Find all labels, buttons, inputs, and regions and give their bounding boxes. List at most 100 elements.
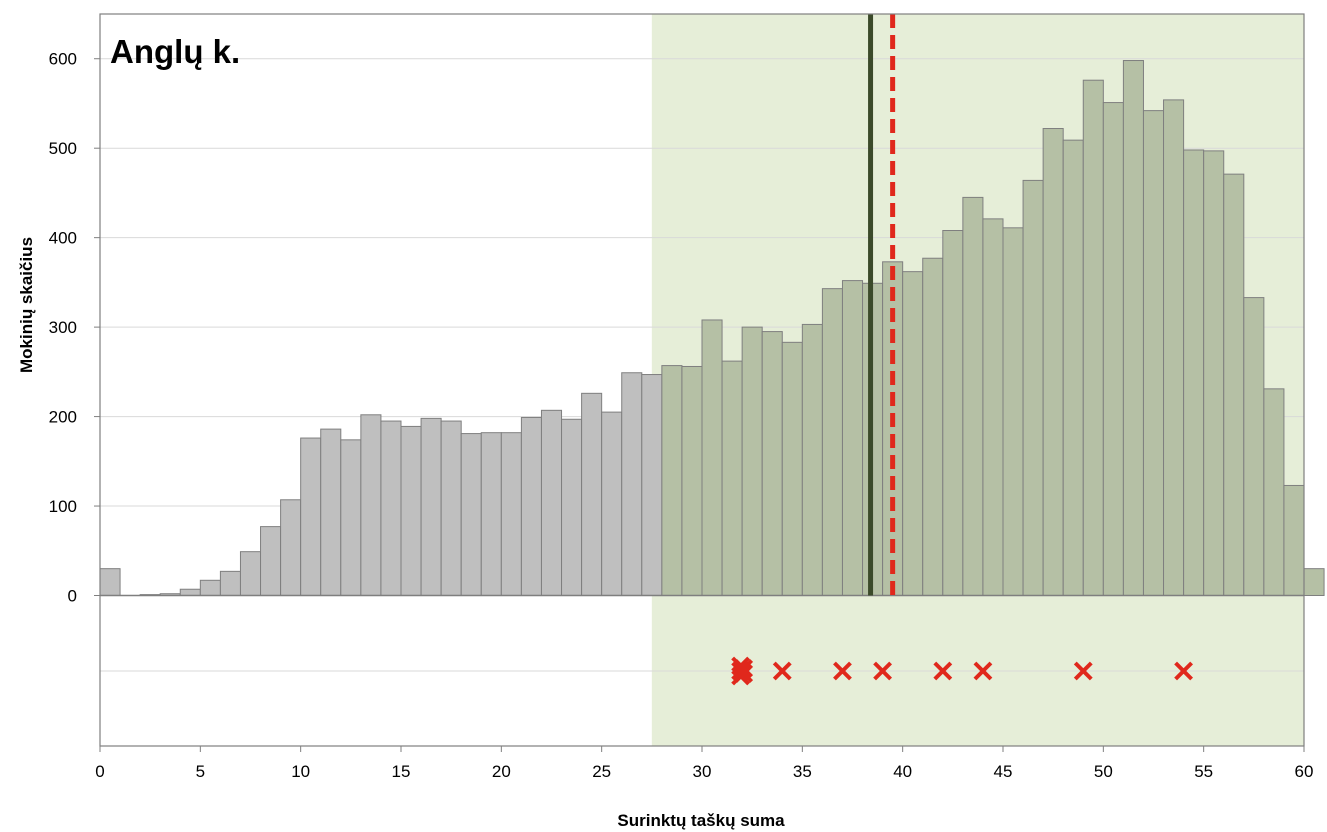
histogram-bar	[440, 420, 462, 596]
y-tick-label: 500	[49, 139, 77, 158]
cross-marker	[973, 661, 993, 681]
histogram-bar	[1062, 139, 1084, 596]
histogram-bar	[1122, 60, 1144, 596]
x-axis-title: Surinktų taškų suma	[617, 811, 785, 830]
y-tick-label: 400	[49, 229, 77, 248]
histogram-bar	[400, 425, 422, 596]
histogram-bar	[661, 365, 683, 596]
histogram-bar	[621, 372, 643, 597]
histogram-bar	[721, 360, 743, 597]
histogram-bar	[320, 428, 342, 596]
histogram-bar	[982, 218, 1004, 597]
histogram-bar	[641, 374, 663, 596]
markers	[731, 656, 1194, 686]
y-axis-title: Mokinių skaičius	[17, 237, 36, 373]
x-tick-label: 50	[1094, 762, 1113, 781]
cross-stroke	[933, 661, 953, 681]
y-tick-label: 0	[68, 587, 77, 606]
histogram-bar	[781, 341, 803, 596]
cross-marker	[772, 661, 792, 681]
histogram-bar	[1183, 149, 1205, 596]
x-tick-label: 55	[1194, 762, 1213, 781]
histogram-bar	[179, 588, 201, 596]
cross-stroke	[772, 661, 792, 681]
cross-stroke	[1174, 661, 1194, 681]
histogram-bar	[340, 439, 362, 596]
histogram-bar	[260, 526, 282, 597]
y-tick-label: 300	[49, 318, 77, 337]
histogram-bar	[741, 326, 763, 596]
cross-marker	[1174, 661, 1194, 681]
histogram-bar	[601, 411, 623, 596]
cross-marker	[731, 666, 751, 686]
histogram-bar	[520, 416, 542, 596]
x-tick-label: 30	[693, 762, 712, 781]
histogram-bar	[300, 437, 322, 596]
histogram-bar	[1263, 388, 1285, 596]
histogram-bar	[1022, 179, 1044, 596]
histogram-bar	[460, 433, 482, 596]
histogram-bar	[1243, 297, 1265, 596]
x-tick-label: 0	[95, 762, 104, 781]
cross-stroke	[833, 661, 852, 681]
x-tick-label: 15	[392, 762, 411, 781]
cross-stroke	[873, 661, 893, 681]
histogram-bar	[1163, 99, 1185, 596]
y-tick-label: 200	[49, 408, 77, 427]
histogram-bar	[239, 551, 262, 596]
x-tick-label: 60	[1295, 762, 1314, 781]
cross-stroke	[731, 666, 751, 686]
cross-marker	[1073, 661, 1093, 681]
histogram-bar	[420, 417, 442, 596]
histogram-bar	[1203, 150, 1225, 596]
histogram-bar	[480, 432, 502, 596]
histogram-bar	[942, 229, 964, 596]
cross-stroke	[973, 661, 993, 681]
histogram-bar	[581, 392, 603, 596]
x-tick-label: 45	[994, 762, 1013, 781]
histogram-bar	[1223, 173, 1245, 597]
y-tick-label: 600	[49, 50, 77, 69]
histogram-bar	[681, 365, 703, 596]
cross-stroke	[1073, 661, 1093, 681]
histogram-bar	[219, 570, 241, 597]
histogram-bar	[841, 280, 864, 596]
y-tick-label: 100	[49, 497, 77, 516]
x-tick-label: 40	[893, 762, 912, 781]
histogram-bar	[1142, 110, 1165, 596]
histogram-bar	[1303, 568, 1325, 597]
histogram-bar	[922, 257, 944, 596]
chart-title: Anglų k.	[110, 33, 240, 70]
histogram-bar	[540, 409, 563, 596]
x-tick-label: 25	[592, 762, 611, 781]
cross-marker	[933, 661, 953, 681]
x-tick-label: 20	[492, 762, 511, 781]
cross-marker	[873, 661, 893, 681]
histogram-bar	[1102, 102, 1124, 596]
histogram-bar	[280, 499, 302, 596]
histogram-bar	[1283, 484, 1305, 596]
x-tick-label: 35	[793, 762, 812, 781]
y-axis-ticks: 0 100 200 300 400 500 600	[49, 50, 100, 606]
histogram-bar	[801, 323, 823, 596]
histogram-bar	[1002, 227, 1024, 596]
histogram-bar	[199, 579, 221, 597]
histogram-bar	[360, 414, 382, 596]
histogram-bar	[1082, 79, 1104, 596]
histogram-bar	[821, 288, 843, 596]
histogram-bar	[761, 331, 783, 596]
histogram-bar	[380, 420, 402, 596]
x-tick-label: 5	[196, 762, 205, 781]
x-axis-ticks: 0 5 10 15 20 25 30 35 40 45 50 55 60	[95, 746, 1313, 781]
bars	[99, 60, 1325, 597]
histogram-bar	[701, 319, 723, 596]
histogram-bar	[561, 418, 583, 596]
histogram-bar	[1042, 128, 1064, 596]
histogram-bar	[99, 568, 121, 597]
x-tick-label: 10	[291, 762, 310, 781]
histogram-bar	[902, 271, 924, 596]
cross-marker	[833, 661, 852, 681]
histogram-bar	[962, 196, 984, 596]
histogram-bar	[500, 432, 522, 596]
